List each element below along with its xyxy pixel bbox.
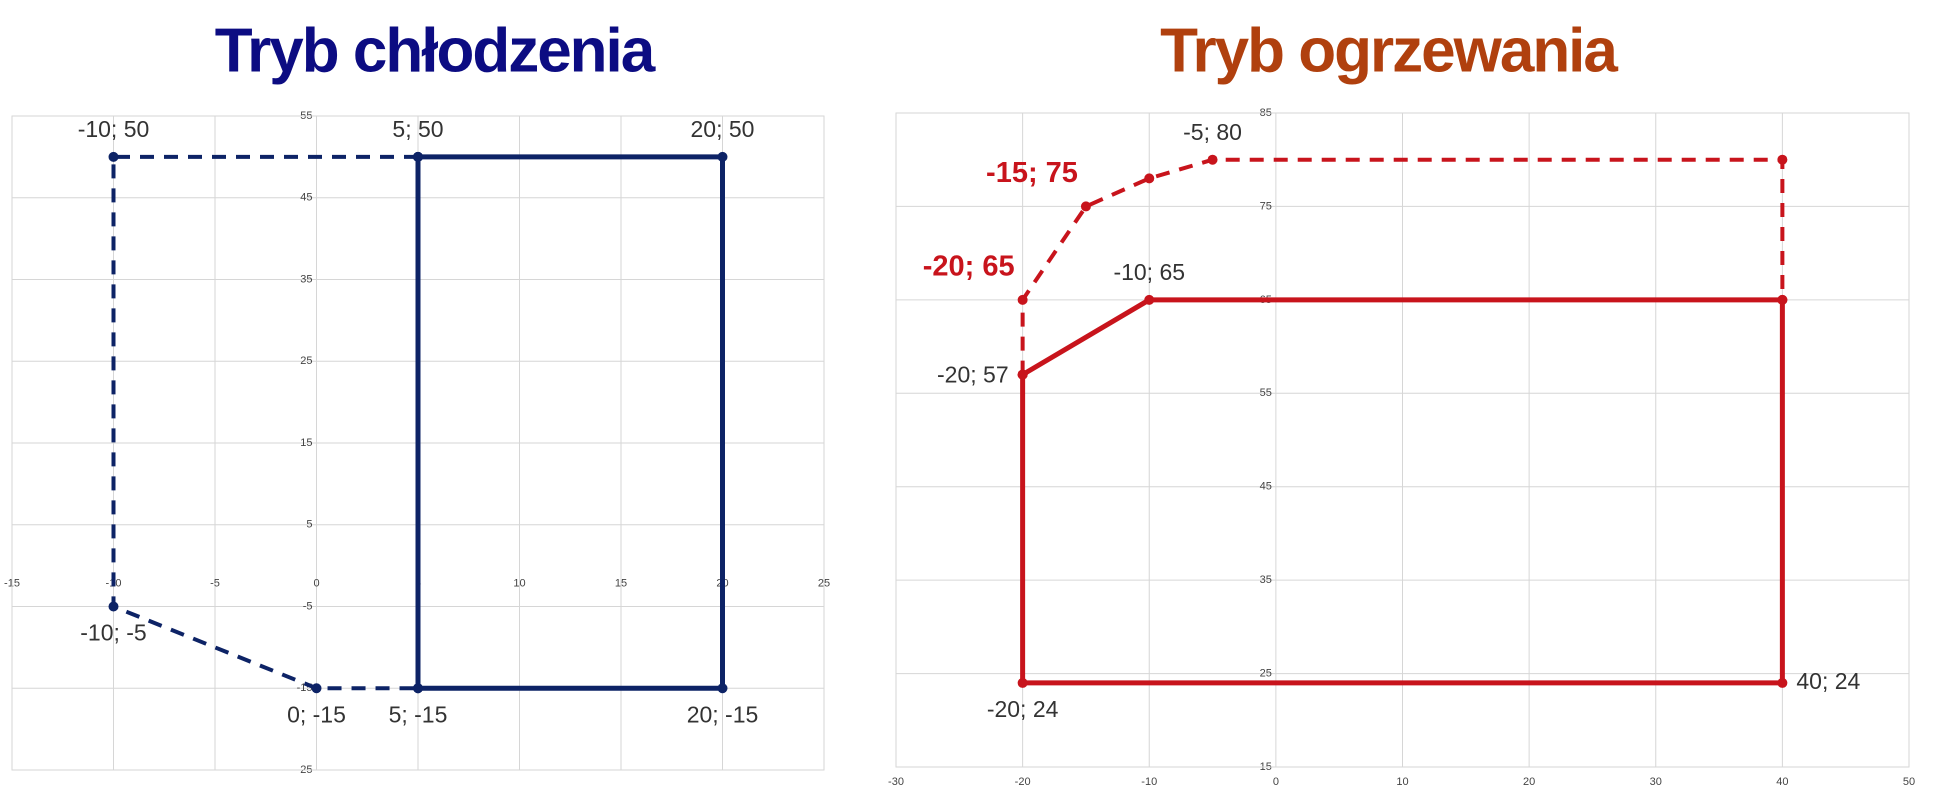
point-label: -10; 65 (1113, 259, 1185, 285)
x-tick-label: 0 (1273, 776, 1279, 788)
chart-title: Tryb chłodzenia (215, 16, 656, 85)
point-marker (1777, 294, 1788, 305)
x-tick-label: 0 (313, 578, 319, 590)
point-marker (1080, 201, 1091, 212)
point-marker (1207, 154, 1218, 165)
point-marker (1017, 677, 1028, 688)
point-label: -10; -5 (80, 620, 146, 646)
point-label: -5; 80 (1183, 119, 1242, 145)
point-label: -10; 50 (78, 116, 150, 142)
point-marker (1777, 677, 1788, 688)
y-tick-label: 5 (306, 519, 312, 531)
point-marker (717, 683, 728, 694)
point-marker (108, 151, 119, 162)
plot-border (895, 112, 1910, 768)
y-tick-label: 25 (300, 355, 312, 367)
point-label: 40; 24 (1796, 668, 1860, 694)
x-tick-label: -30 (888, 776, 904, 788)
y-tick-label: 45 (300, 192, 312, 204)
chart-title: Tryb ogrzewania (1160, 16, 1618, 85)
series-line (415, 154, 725, 691)
point-marker (108, 601, 119, 612)
x-tick-label: 10 (1396, 776, 1408, 788)
point-label: -15; 75 (986, 157, 1078, 189)
point-label: 5; -15 (389, 701, 448, 727)
y-tick-label: 55 (1260, 387, 1272, 399)
x-tick-label: -10 (1141, 776, 1157, 788)
x-tick-label: -20 (1015, 776, 1031, 788)
y-tick-label: 15 (300, 437, 312, 449)
point-marker (413, 683, 423, 694)
point-marker (1144, 173, 1155, 184)
point-label: -20; 65 (923, 251, 1015, 283)
plot-border (11, 115, 825, 771)
x-tick-label: 10 (513, 578, 525, 590)
point-label: 20; 50 (691, 116, 755, 142)
y-tick-label: -5 (303, 600, 313, 612)
point-marker (1144, 294, 1155, 305)
x-tick-label: 15 (615, 578, 627, 590)
y-tick-label: 35 (1260, 574, 1272, 586)
point-label: -20; 24 (987, 696, 1059, 722)
series-line (111, 154, 418, 691)
point-label: 5; 50 (392, 116, 443, 142)
x-tick-label: 30 (1650, 776, 1662, 788)
point-marker (1777, 154, 1788, 165)
x-tick-label: -5 (210, 578, 220, 590)
point-label: 0; -15 (287, 701, 346, 727)
point-label: 20; -15 (687, 701, 759, 727)
x-tick-label: 20 (1523, 776, 1535, 788)
x-tick-label: 50 (1903, 776, 1915, 788)
point-marker (1017, 294, 1028, 305)
point-marker (311, 683, 322, 694)
x-tick-label: 40 (1776, 776, 1788, 788)
series-line (1020, 297, 1785, 686)
y-tick-label: 35 (300, 273, 312, 285)
y-tick-label: 45 (1260, 481, 1272, 493)
point-marker (717, 151, 728, 162)
y-tick-label: 75 (1260, 200, 1272, 212)
point-marker (413, 151, 423, 162)
point-label: -20; 57 (937, 362, 1009, 388)
y-tick-label: 25 (1260, 667, 1272, 679)
point-marker (1017, 369, 1028, 380)
